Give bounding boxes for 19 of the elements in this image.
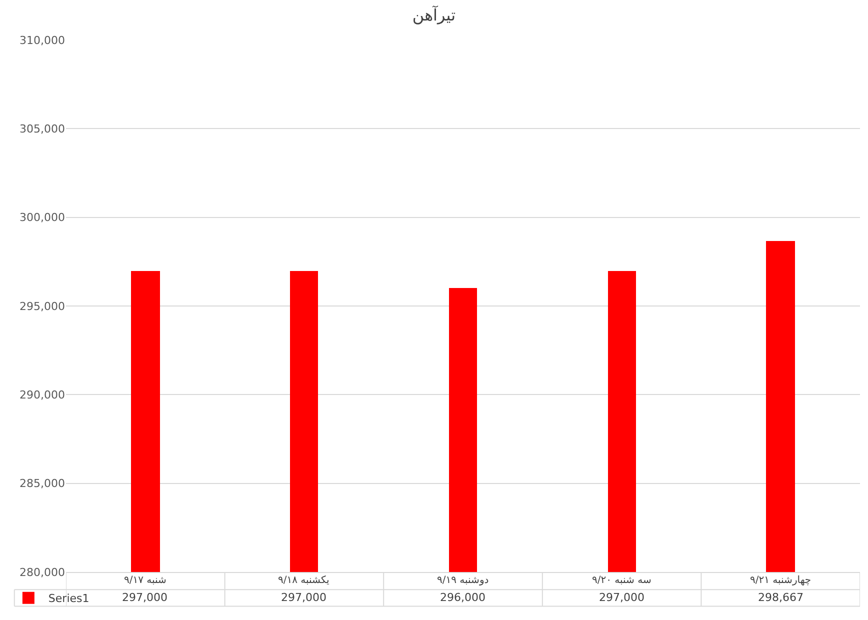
legend-label: Series1 bbox=[48, 592, 90, 606]
y-tick-label: 295,000 bbox=[20, 300, 65, 313]
y-tick-label: 305,000 bbox=[20, 122, 65, 136]
y-tick-label: 310,000 bbox=[20, 34, 65, 47]
x-tick-label: یکشنبه ۹/۱۸ bbox=[278, 575, 330, 586]
data-label: 297,000 bbox=[122, 591, 168, 604]
x-tick-label: شنبه ۹/۱۷ bbox=[124, 575, 166, 586]
x-tick-label: سه شنبه ۹/۲۰ bbox=[592, 575, 652, 586]
data-label: 297,000 bbox=[281, 591, 326, 604]
data-label: 298,667 bbox=[758, 591, 804, 604]
x-tick-label: چهارشنبه ۹/۲۱ bbox=[750, 575, 812, 586]
chart-title: تیرآهن bbox=[412, 4, 456, 24]
data-label: 296,000 bbox=[440, 591, 486, 604]
y-tick-label: 280,000 bbox=[20, 566, 65, 579]
x-tick-label: دوشنبه ۹/۱۹ bbox=[437, 575, 489, 586]
y-tick-label: 285,000 bbox=[20, 477, 65, 490]
data-label: 297,000 bbox=[599, 591, 644, 604]
y-tick-label: 290,000 bbox=[20, 388, 65, 402]
y-tick-label: 300,000 bbox=[20, 211, 65, 224]
